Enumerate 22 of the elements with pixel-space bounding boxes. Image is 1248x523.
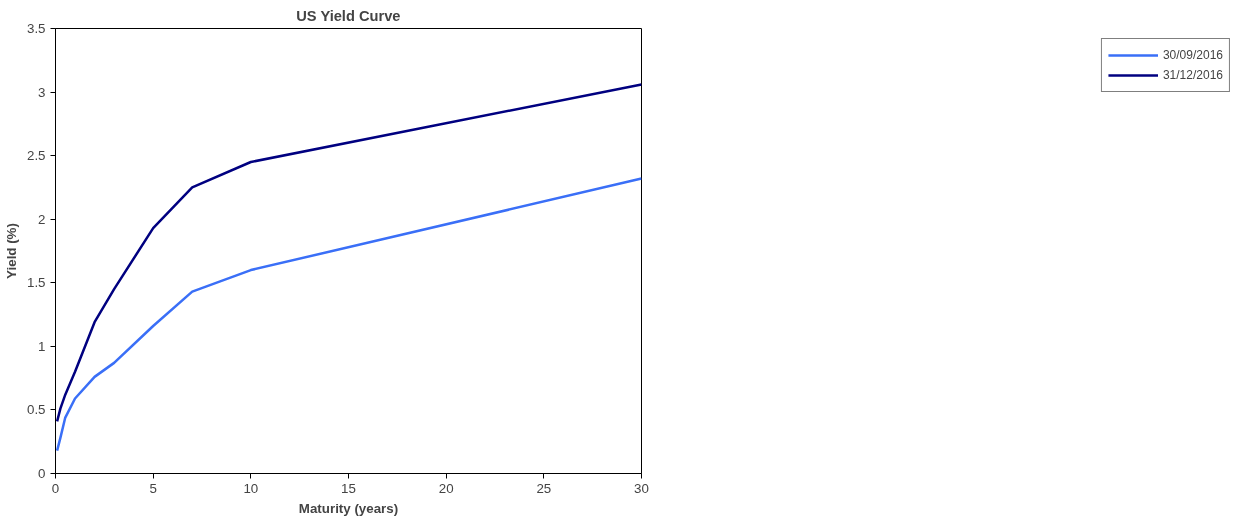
x-tick-label: 10 bbox=[243, 480, 259, 496]
legend-label: 30/09/2016 bbox=[1162, 48, 1223, 62]
y-tick-label: 0.5 bbox=[26, 402, 46, 418]
line-series bbox=[55, 177, 642, 452]
x-tick-label: 15 bbox=[341, 480, 356, 496]
line-series bbox=[55, 83, 642, 423]
x-tick-label: 25 bbox=[536, 480, 552, 496]
y-tick-label: 0 bbox=[38, 466, 46, 481]
x-tick-label: 30 bbox=[634, 480, 649, 496]
y-tick-label: 3 bbox=[38, 84, 46, 100]
x-axis-title: Maturity (years) bbox=[298, 500, 399, 516]
x-tick-label: 0 bbox=[51, 480, 60, 496]
y-tick-label: 1.5 bbox=[26, 275, 46, 291]
legend-label: 31/12/2016 bbox=[1162, 68, 1223, 82]
y-tick-label: 1 bbox=[38, 338, 46, 354]
y-tick-label: 3.5 bbox=[26, 21, 46, 36]
x-tick-label: 5 bbox=[149, 480, 157, 496]
y-axis-title: Yield (%) bbox=[3, 223, 19, 279]
y-tick-label: 2.5 bbox=[26, 148, 46, 164]
chart-title: US Yield Curve bbox=[296, 7, 401, 24]
x-tick-label: 20 bbox=[438, 480, 454, 496]
y-tick-label: 2 bbox=[38, 211, 46, 227]
